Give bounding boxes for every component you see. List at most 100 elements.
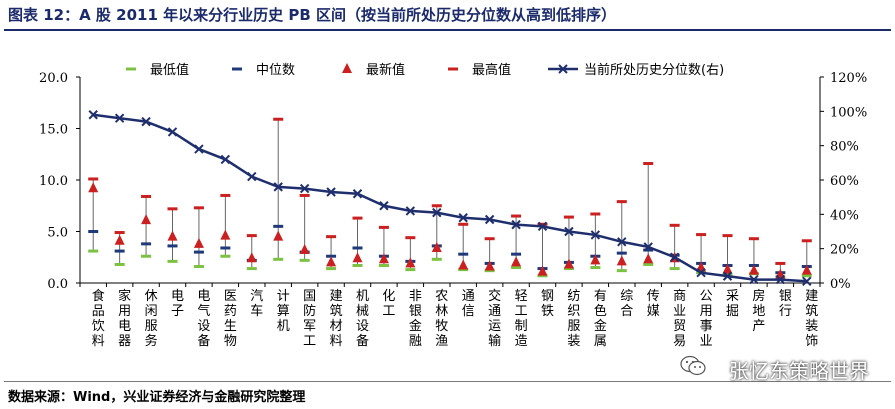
percentile-point [141, 116, 151, 127]
left-tick-label: 0.0 [47, 277, 68, 292]
max-marker [775, 261, 786, 265]
latest-marker [511, 256, 522, 267]
percentile-point [696, 267, 706, 278]
min-marker [326, 267, 337, 271]
median-marker [88, 230, 99, 233]
percentile-point [88, 110, 98, 120]
min-marker [405, 268, 416, 272]
category-label: 食品饮料 [92, 288, 105, 349]
legend-percentile-marker [558, 64, 568, 74]
max-marker [114, 231, 125, 235]
right-tick-label: 20% [830, 243, 859, 258]
category-label: 休闲服务 [145, 289, 158, 349]
max-marker [696, 233, 707, 237]
latest-marker [748, 264, 759, 275]
min-marker [484, 269, 495, 273]
median-marker [458, 252, 469, 256]
right-tick-label: 40% [830, 208, 859, 223]
min-marker [220, 254, 231, 258]
max-marker [405, 236, 416, 240]
max-marker [246, 234, 257, 238]
max-marker [273, 117, 284, 121]
max-marker [722, 234, 733, 238]
min-marker [167, 259, 178, 263]
legend-min-swatch [126, 67, 136, 71]
max-marker [326, 235, 337, 239]
left-tick-label: 15.0 [39, 123, 68, 138]
pb-range-chart: 0.0 5.0 10.0 15.0 20.0 0% 20% 40% 60% 80% 100% 120%… [39, 62, 867, 349]
category-label: 家用电器 [118, 288, 131, 349]
percentile-point [669, 252, 680, 262]
legend-max-swatch [448, 67, 458, 71]
min-marker [669, 267, 680, 271]
legend-latest-label: 最新值 [366, 62, 405, 78]
percentile-point [802, 276, 812, 286]
latest-marker [246, 252, 257, 263]
percentile-point [590, 230, 601, 240]
min-marker [193, 265, 204, 269]
max-marker [616, 200, 627, 204]
watermark: 张忆东策略世界 [729, 359, 869, 383]
category-label: 电气设备 [197, 289, 210, 349]
max-marker [193, 206, 204, 210]
percentile-point [326, 187, 336, 197]
percentile-point [537, 221, 548, 232]
latest-marker [114, 234, 125, 245]
category-label: 商业贸易 [673, 289, 686, 349]
percentile-point [273, 182, 283, 192]
left-tick-label: 5.0 [47, 226, 68, 241]
max-marker [563, 215, 574, 219]
category-label: 非银金融 [409, 289, 422, 349]
category-label: 采掘 [726, 289, 739, 319]
min-marker [616, 269, 627, 273]
legend-percentile-label: 当前所处历史分位数(右) [584, 62, 724, 78]
percentile-point [749, 274, 759, 285]
max-marker [299, 193, 310, 197]
category-label: 化工 [382, 289, 395, 319]
max-marker [748, 237, 759, 241]
percentile-line [93, 113, 807, 283]
percentile-point [484, 214, 495, 225]
legend-median-swatch [232, 67, 242, 71]
latest-marker [537, 265, 548, 276]
min-marker [299, 258, 310, 262]
percentile-point [405, 206, 416, 216]
percentile-point [247, 171, 257, 182]
right-tick-label: 80% [830, 140, 859, 155]
latest-marker [378, 253, 389, 264]
min-marker [246, 267, 257, 271]
category-label: 纺织服装 [567, 289, 580, 349]
max-marker [511, 214, 522, 218]
min-marker [88, 249, 99, 253]
median-marker [643, 248, 654, 252]
median-marker [511, 252, 522, 256]
category-label: 传媒 [647, 289, 660, 319]
min-marker [563, 267, 574, 271]
min-marker [273, 257, 284, 261]
max-marker [590, 212, 601, 216]
category-label: 国防军工 [303, 289, 316, 349]
right-tick-label: 100% [830, 105, 867, 120]
category-label: 建筑材料 [330, 289, 343, 349]
percentile-point [564, 226, 574, 237]
latest-marker [405, 257, 416, 268]
median-marker [220, 246, 231, 250]
min-marker [590, 266, 601, 270]
min-marker [378, 263, 389, 267]
max-marker [167, 207, 178, 211]
source-rule [4, 381, 891, 382]
category-label: 综合 [620, 289, 633, 319]
min-marker [352, 263, 363, 267]
latest-marker [458, 259, 469, 270]
category-label: 公用事业 [700, 289, 713, 349]
category-label: 轻工制造 [515, 289, 528, 349]
percentile-point [722, 271, 733, 281]
max-marker [220, 193, 231, 197]
category-label: 银行 [779, 289, 792, 319]
min-marker [511, 266, 522, 270]
latest-marker [801, 264, 812, 275]
category-label: 建筑装饰 [805, 289, 818, 349]
latest-marker [722, 263, 733, 274]
title-rule [4, 29, 891, 31]
min-marker [643, 262, 654, 266]
